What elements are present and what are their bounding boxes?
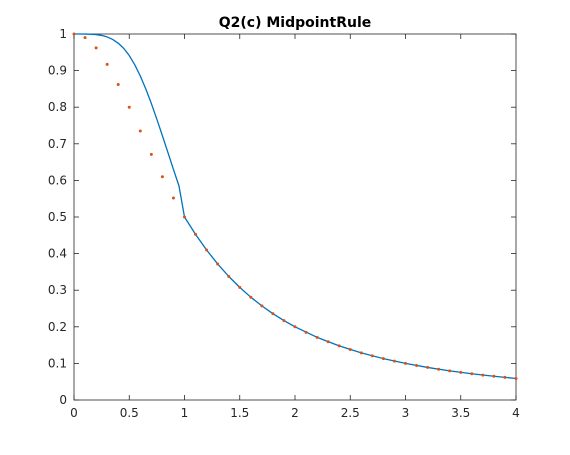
data-point-midpoint <box>205 248 209 252</box>
x-tick-label: 0 <box>70 406 78 420</box>
data-point-midpoint <box>249 295 253 299</box>
data-point-midpoint <box>227 274 231 278</box>
x-tick-label: 2 <box>291 406 299 420</box>
data-point-midpoint <box>171 196 175 200</box>
y-tick-label: 0.8 <box>48 100 67 114</box>
data-point-midpoint <box>470 372 474 376</box>
y-tick-label: 0.7 <box>48 137 67 151</box>
data-point-midpoint <box>293 325 297 329</box>
y-tick-label: 0.5 <box>48 210 67 224</box>
data-point-midpoint <box>238 285 242 289</box>
data-point-midpoint <box>381 357 385 361</box>
y-tick-label: 0.6 <box>48 173 67 187</box>
data-point-midpoint <box>337 344 341 348</box>
x-tick-label: 3 <box>402 406 410 420</box>
data-point-midpoint <box>503 375 507 379</box>
data-point-midpoint <box>326 340 330 344</box>
y-tick-label: 0 <box>59 393 67 407</box>
x-tick-label: 0.5 <box>120 406 139 420</box>
data-point-midpoint <box>183 215 186 219</box>
y-tick-label: 0.2 <box>48 320 67 334</box>
plot-area <box>72 32 518 380</box>
data-point-midpoint <box>370 354 374 358</box>
data-point-midpoint <box>160 175 164 179</box>
data-point-midpoint <box>216 262 220 266</box>
data-point-midpoint <box>271 312 275 316</box>
data-point-midpoint <box>304 330 308 334</box>
data-point-midpoint <box>194 232 198 236</box>
data-point-midpoint <box>94 46 98 50</box>
data-point-midpoint <box>315 335 319 339</box>
x-tick-label: 4 <box>512 406 520 420</box>
axes: 0 0.5 1 1.5 2 2.5 3 3.5 4 0 0.1 0.2 0.3 0.4 0.5 0.6 0.7 0… <box>48 27 520 420</box>
data-point-midpoint <box>260 304 264 308</box>
x-tick-label: 2.5 <box>341 406 360 420</box>
x-tick-label: 1 <box>181 406 189 420</box>
y-tick-label: 0.3 <box>48 283 67 297</box>
data-point-midpoint <box>282 319 286 323</box>
y-tick-label: 0.4 <box>48 247 67 261</box>
data-point-midpoint <box>426 365 430 369</box>
data-point-midpoint <box>437 367 441 371</box>
data-point-midpoint <box>127 105 131 109</box>
data-point-midpoint <box>105 62 109 66</box>
data-point-midpoint <box>448 369 452 373</box>
axes-box <box>73 33 517 401</box>
data-point-midpoint <box>392 359 396 363</box>
data-point-midpoint <box>83 36 87 40</box>
data-point-midpoint <box>359 351 363 355</box>
data-point-midpoint <box>459 370 463 374</box>
data-point-midpoint <box>72 32 76 36</box>
data-point-midpoint <box>404 361 407 365</box>
data-point-midpoint <box>415 363 419 367</box>
x-tick-label: 1.5 <box>230 406 249 420</box>
data-point-midpoint <box>348 348 352 352</box>
data-point-midpoint <box>116 83 120 87</box>
data-point-midpoint <box>492 374 496 378</box>
data-point-midpoint <box>514 376 518 380</box>
y-tick-label: 0.9 <box>48 64 67 78</box>
x-tick-label: 3.5 <box>451 406 470 420</box>
y-tick-label: 1 <box>59 27 67 41</box>
chart-title: Q2(c) MidpointRule <box>219 15 372 31</box>
data-point-midpoint <box>149 152 153 156</box>
data-point-midpoint <box>481 373 485 377</box>
data-point-midpoint <box>138 129 142 133</box>
y-tick-label: 0.1 <box>48 356 67 370</box>
